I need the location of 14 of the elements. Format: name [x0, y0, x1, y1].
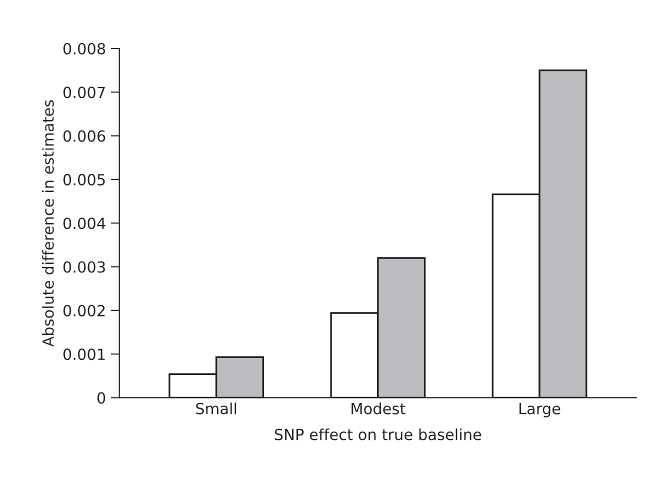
y-tick-label: 0.006	[63, 130, 106, 142]
x-tick-label: Small	[196, 402, 236, 414]
y-tick-label: 0.008	[63, 42, 106, 55]
y-tick-label: 0	[97, 392, 106, 404]
x-tick-label: Modest	[352, 402, 406, 414]
y-tick-label: 0.002	[63, 304, 105, 316]
y-tick-label: 0.003	[63, 261, 105, 273]
y-tick-label: 0.001	[63, 348, 105, 360]
x-tick-label: Large	[520, 403, 560, 418]
y-axis-title: Absolute difference in estimates	[42, 100, 54, 347]
y-tick-label: 0.005	[63, 174, 105, 186]
y-tick-label: 0.004	[63, 218, 106, 230]
x-axis-title: SNP effect on true baseline	[274, 428, 482, 440]
y-tick-label: 0.007	[63, 86, 105, 98]
